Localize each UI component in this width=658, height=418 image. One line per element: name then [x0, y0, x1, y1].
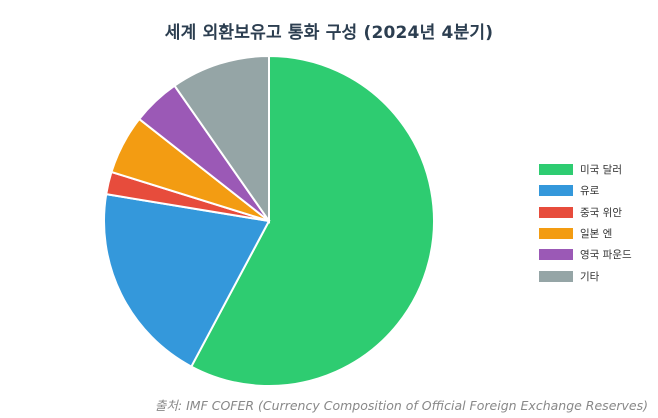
legend-swatch [539, 228, 573, 240]
legend-label: 미국 달러 [580, 164, 622, 177]
legend-label: 영국 파운드 [580, 249, 632, 262]
pie-slice-1[interactable] [189, 54, 435, 387]
legend-swatch [539, 270, 573, 282]
legend-label: 중국 위안 [580, 206, 622, 219]
pie-slice-6[interactable] [173, 54, 270, 225]
legend-item[interactable]: 일본 엔 [539, 223, 654, 244]
legend-label: 기타 [580, 270, 600, 283]
pie-slices [103, 54, 435, 387]
chart-title: 세계 외환보유고 통화 구성 (2024년 4분기) [164, 23, 494, 43]
source-note: 출처: IMF COFER (Currency Composition of O… [154, 398, 648, 413]
pie-slice-2[interactable] [103, 193, 271, 368]
legend-item[interactable]: 영국 파운드 [539, 244, 654, 265]
legend-item[interactable]: 기타 [539, 265, 654, 286]
legend-label: 유로 [580, 185, 600, 198]
legend-item[interactable]: 중국 위안 [539, 202, 654, 223]
legend-swatch [539, 185, 573, 197]
legend-item[interactable]: 미국 달러 [539, 159, 654, 180]
legend-swatch [539, 206, 573, 218]
legend-swatch [539, 249, 573, 261]
legend-item[interactable]: 유로 [539, 180, 654, 201]
legend-swatch [539, 164, 573, 176]
legend-label: 일본 엔 [580, 228, 613, 241]
